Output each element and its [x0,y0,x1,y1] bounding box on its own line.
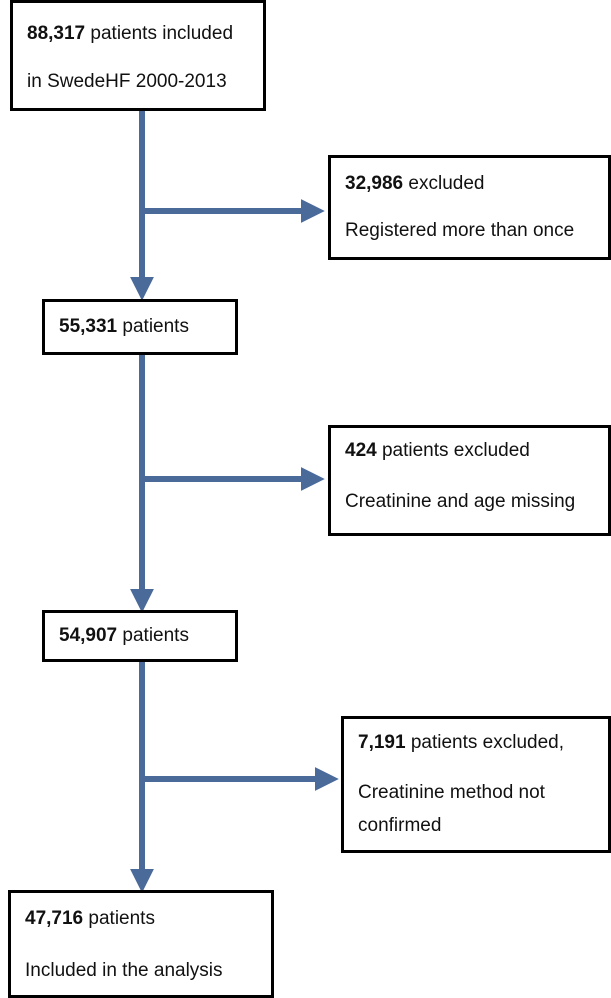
final-line-2: Included in the analysis [25,960,223,981]
excluded-3-count: 7,191 [358,732,406,753]
excluded-1-count: 32,986 [345,173,404,194]
box-final-analysis: 47,716 patients Included in the analysis [8,890,274,998]
patients-2-count: 55,331 [59,316,118,337]
patients-2-text: patients [117,316,189,337]
included-line-1: 88,317 patients included [27,23,233,46]
excluded-3-reason-1: Creatinine method not [358,782,545,803]
excluded-2-count: 424 [345,440,377,461]
included-count: 88,317 [27,23,86,44]
excluded-1-reason: Registered more than once [345,220,575,241]
patients-3-line: 54,907 patients [59,625,189,648]
excluded-3-text: patients excluded, [405,732,564,753]
box-patients-remaining-1: 55,331 patients [42,299,238,355]
excluded-2-text: patients excluded [376,440,530,461]
box-patients-included: 88,317 patients included in SwedeHF 2000… [10,0,266,111]
excluded-1-line-1: 32,986 excluded [345,173,484,196]
final-text: patients [83,908,155,929]
excluded-2-reason: Creatinine and age missing [345,491,576,512]
final-line-1: 47,716 patients [25,908,155,931]
excluded-3-line-1: 7,191 patients excluded, [358,732,564,755]
box-patients-remaining-2: 54,907 patients [42,610,238,662]
included-text: patients included [85,23,234,44]
excluded-3-reason-2: confirmed [358,815,442,836]
box-excluded-method: 7,191 patients excluded, Creatinine meth… [341,716,611,853]
box-excluded-duplicates: 32,986 excluded Registered more than onc… [328,155,611,260]
patients-3-count: 54,907 [59,625,118,646]
included-line-2: in SwedeHF 2000-2013 [27,71,227,92]
excluded-1-text: excluded [403,173,485,194]
patients-3-text: patients [117,625,189,646]
box-excluded-missing-data: 424 patients excluded Creatinine and age… [328,425,611,536]
final-count: 47,716 [25,908,84,929]
patients-2-line: 55,331 patients [59,316,189,339]
excluded-2-line-1: 424 patients excluded [345,440,530,463]
